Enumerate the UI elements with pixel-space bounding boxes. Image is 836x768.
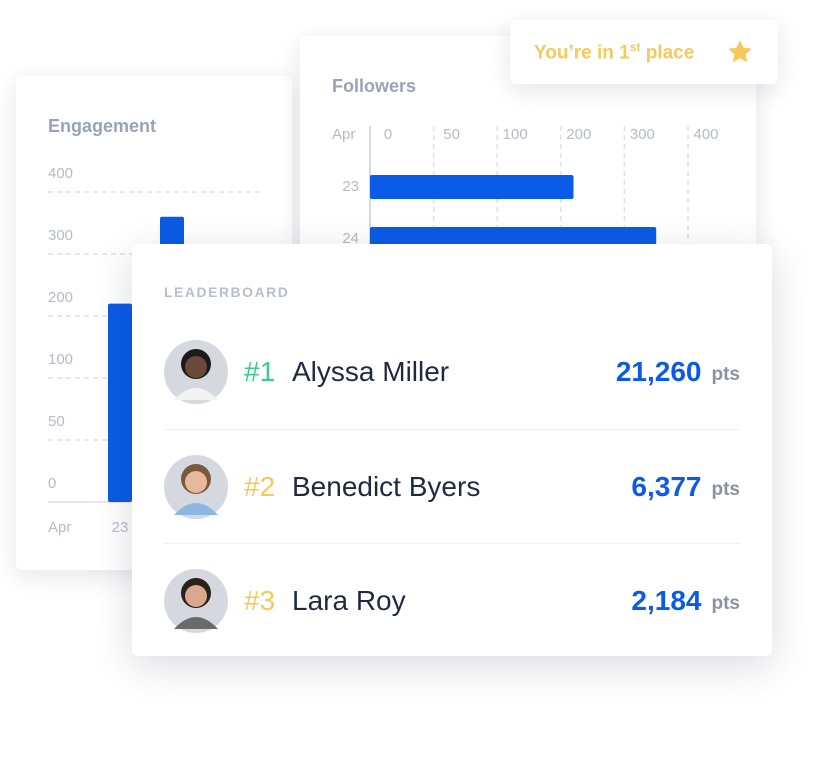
rank: #3: [244, 585, 276, 616]
avatar: [164, 569, 228, 633]
points-unit: pts: [711, 479, 741, 500]
leaderboard: LEADERBOARD #1 Alyssa Miller 21,260 pts #2 Be…: [132, 244, 772, 656]
x-tick-label: 200: [566, 126, 591, 143]
avatar-body: [174, 617, 218, 629]
avatar-face: [185, 356, 207, 378]
star-icon: [728, 40, 752, 63]
points-unit: pts: [711, 593, 741, 614]
x-tick-label: 0: [384, 126, 392, 143]
y-tick-label: 400: [48, 165, 73, 182]
y-axis-label: Apr: [332, 126, 355, 143]
points: 6,377: [631, 471, 702, 502]
bar: [108, 303, 132, 502]
player-name: Alyssa Miller: [292, 356, 450, 387]
badge-text-main: You’re in 1: [534, 42, 630, 64]
chart-title: Followers: [332, 76, 416, 96]
rank: #1: [244, 356, 276, 387]
leaderboard-row: #3 Lara Roy 2,184 pts: [164, 543, 740, 656]
x-tick-label: 50: [443, 126, 460, 143]
leaderboard-title: LEADERBOARD: [164, 284, 290, 300]
badge-sup: st: [629, 39, 641, 54]
player-name: Lara Roy: [292, 585, 406, 616]
chart-title: Engagement: [48, 116, 156, 136]
y-tick-label: 50: [48, 413, 65, 430]
leaderboard-row: #2 Benedict Byers 6,377 pts: [164, 429, 740, 544]
y-tick-label: 24: [342, 230, 359, 247]
x-tick-label: 23: [112, 519, 129, 536]
badge-text: You’re in 1st place: [534, 40, 694, 64]
avatar-body: [174, 388, 218, 400]
player-name: Benedict Byers: [292, 471, 481, 502]
avatar: [164, 455, 228, 519]
avatar-face: [185, 585, 207, 607]
avatar-body: [174, 503, 218, 515]
points: 2,184: [631, 585, 702, 616]
badge: You’re in 1st place: [510, 20, 778, 84]
y-tick-label: 200: [48, 289, 73, 306]
rank: #2: [244, 471, 276, 502]
y-tick-label: 0: [48, 475, 56, 492]
x-tick-label: 400: [693, 126, 718, 143]
y-tick-label: 100: [48, 351, 73, 368]
leaderboard-row: #1 Alyssa Miller 21,260 pts: [164, 315, 740, 429]
x-tick-label: 300: [630, 126, 655, 143]
x-tick-label: 100: [503, 126, 528, 143]
avatar-face: [185, 471, 207, 493]
x-axis-label: Apr: [48, 519, 71, 536]
points: 21,260: [615, 356, 702, 387]
avatar: [164, 340, 228, 404]
points-unit: pts: [711, 364, 741, 385]
y-tick-label: 23: [342, 178, 359, 195]
y-tick-label: 300: [48, 227, 73, 244]
badge-text-after: place: [645, 42, 695, 64]
bar: [370, 175, 574, 199]
